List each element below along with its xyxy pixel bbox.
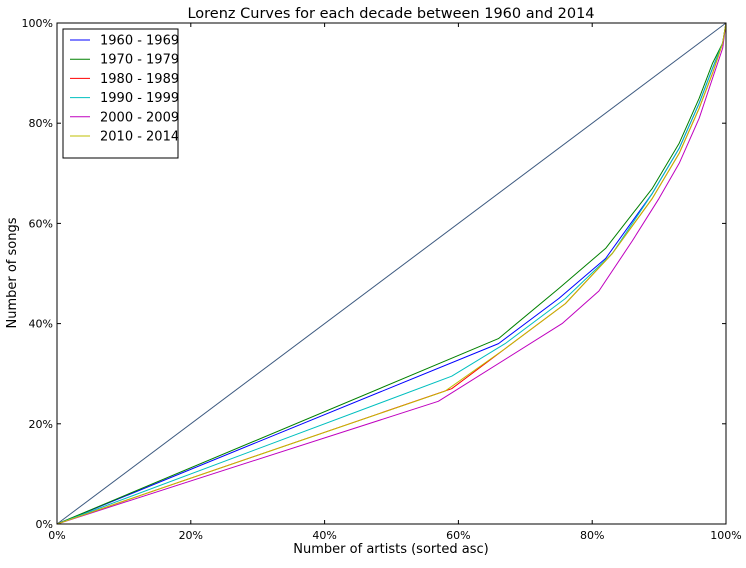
legend-entry: 1990 - 1999 [100, 91, 179, 106]
legend-entry: 2010 - 2014 [100, 130, 179, 145]
y-tick-label: 80% [29, 117, 53, 130]
x-tick-label: 60% [446, 529, 470, 542]
x-tick-label: 0% [48, 529, 65, 542]
legend-entry: 1980 - 1989 [100, 72, 179, 87]
y-tick-label: 40% [29, 318, 53, 331]
series-line [56, 22, 727, 525]
y-tick-label: 100% [22, 17, 53, 30]
x-tick-label: 80% [580, 529, 604, 542]
legend-entry: 2000 - 2009 [100, 110, 179, 125]
series-line [56, 22, 727, 525]
chart-title: Lorenz Curves for each decade between 19… [187, 6, 594, 22]
x-tick-label: 20% [179, 529, 203, 542]
x-tick-label: 40% [312, 529, 336, 542]
series-line [56, 22, 727, 525]
x-axis-label: Number of artists (sorted asc) [293, 542, 488, 557]
y-tick-label: 0% [36, 518, 53, 531]
legend: 1960 - 1969 1970 - 1979 1980 - 1989 1990 - … [62, 28, 179, 159]
y-tick-label: 20% [29, 418, 53, 431]
legend-entry: 1970 - 1979 [100, 53, 179, 68]
plot-frame [56, 22, 727, 525]
y-tick-label: 60% [29, 217, 53, 230]
x-tick-label: 100% [710, 529, 741, 542]
legend-entry: 1960 - 1969 [100, 34, 179, 49]
equality-line [56, 22, 727, 525]
series-lines [56, 22, 727, 525]
series-line [56, 22, 727, 525]
y-axis-label: Number of songs [5, 217, 20, 328]
